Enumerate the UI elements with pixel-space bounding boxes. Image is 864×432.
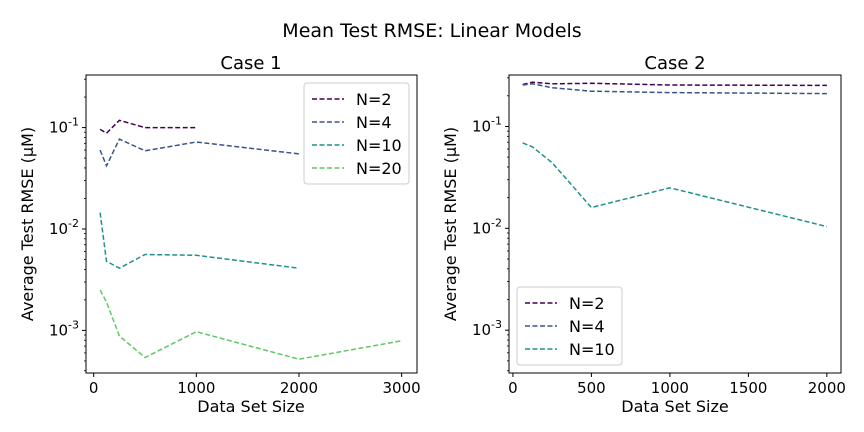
x-tick-label: 1000 (651, 379, 689, 397)
x-tick-label: 500 (577, 379, 606, 397)
legend-label: N=20 (356, 159, 402, 178)
x-axis: 0 1000 2000 3000 (89, 373, 421, 397)
y-tick-label: 10-1 (49, 116, 79, 137)
y-tick-label: 10-3 (49, 318, 79, 339)
y-axis-label: Average Test RMSE (μM) (441, 127, 460, 321)
y-tick-label: 10-2 (472, 216, 502, 237)
series-line-n-10 (99, 212, 300, 270)
series-line-n-4 (99, 138, 300, 168)
panel-title: Case 2 (644, 53, 705, 74)
x-tick-label: 2000 (280, 379, 318, 397)
legend-label: N=2 (569, 294, 605, 313)
x-tick-label: 0 (508, 379, 518, 397)
legend-label: N=4 (356, 113, 392, 132)
panel-case-2: Case 2 0 500 1000 1500 2000 10-3 10-2 10-1 Dat… (441, 53, 846, 416)
y-axis-label: Average Test RMSE (μM) (18, 127, 37, 321)
legend: N=2 N=4 N=10 N=20 (303, 82, 410, 185)
x-tick-label: 1500 (729, 379, 767, 397)
legend-label: N=10 (356, 136, 402, 155)
legend-box (303, 82, 410, 185)
series-line-n-10 (522, 142, 828, 228)
legend: N=2 N=4 N=10 (516, 286, 623, 366)
panel-case-1: Case 1 0 1000 2000 3000 10-3 10-2 10-1 Data S… (18, 53, 421, 416)
y-axis: 10-3 10-2 10-1 (49, 78, 86, 372)
x-tick-label: 2000 (808, 379, 846, 397)
x-axis-label: Data Set Size (197, 397, 305, 416)
legend-label: N=2 (356, 90, 392, 109)
x-tick-label: 1000 (177, 379, 215, 397)
x-axis: 0 500 1000 1500 2000 (508, 373, 846, 397)
figure-title: Mean Test RMSE: Linear Models (282, 20, 581, 42)
y-axis: 10-3 10-2 10-1 (472, 77, 509, 372)
plot-area (522, 81, 828, 228)
series-line-n-2 (522, 81, 827, 87)
legend-box (516, 286, 623, 366)
series-line-n-20 (99, 289, 402, 360)
legend-label: N=10 (569, 340, 615, 359)
panel-title: Case 1 (220, 53, 281, 74)
plot-area (99, 119, 402, 360)
x-tick-label: 3000 (383, 379, 421, 397)
axes-frame (508, 74, 842, 374)
x-axis-label: Data Set Size (621, 397, 729, 416)
y-tick-label: 10-3 (472, 318, 502, 339)
y-tick-label: 10-2 (49, 217, 79, 238)
x-tick-label: 0 (89, 379, 99, 397)
axes-frame (85, 74, 418, 374)
y-tick-label: 10-1 (472, 114, 502, 135)
series-line-n-2 (99, 119, 197, 135)
legend-label: N=4 (569, 317, 605, 336)
series-line-n-4 (522, 83, 827, 95)
